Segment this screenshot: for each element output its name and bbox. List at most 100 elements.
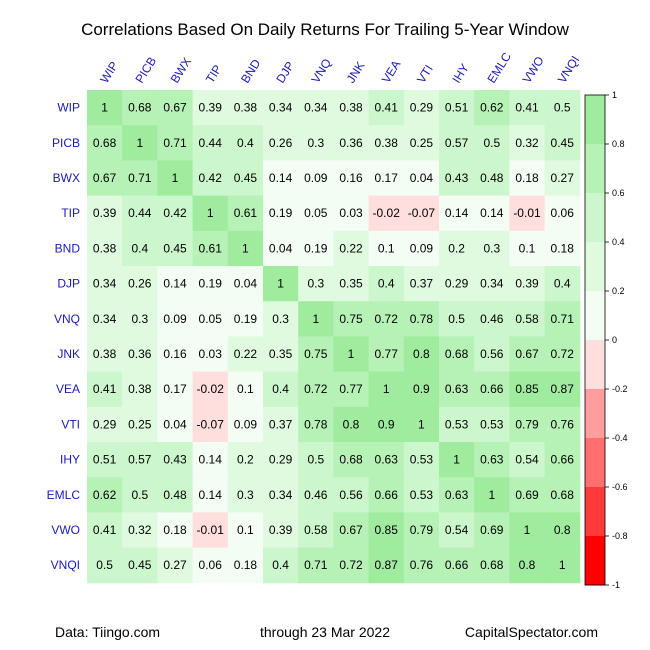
cell-value-label: 0.51 [445,101,469,115]
cell-value-label: 0.3 [307,277,324,291]
cell-value-label: 0.4 [237,136,254,150]
heatmap-cell [227,160,264,197]
heatmap-cell [333,442,370,478]
heatmap-cell [263,406,299,443]
heatmap-cell [192,160,229,197]
cell-value-label: 0.14 [163,277,187,291]
cell-value-label: 0.27 [163,558,187,572]
heatmap-cell [227,371,264,408]
cell-value-label: 0.27 [551,171,575,185]
cell-value-label: 0.17 [375,171,399,185]
row-label: BWX [53,171,80,185]
heatmap-cell [87,336,123,373]
heatmap-cell [439,477,475,513]
heatmap-cell [544,90,581,126]
cell-value-label: 0.1 [378,241,395,255]
column-label: VTI [414,62,436,85]
cell-value-label: -0.02 [373,206,401,220]
heatmap-cell [192,266,229,302]
heatmap-cell [403,406,440,443]
cell-value-label: 0.62 [93,488,117,502]
cell-value-label: 1 [383,382,390,396]
cell-value-label: 0.67 [163,101,187,115]
cell-value-label: 0.68 [339,453,363,467]
heatmap-cell [544,301,581,337]
cell-value-label: 0.71 [128,171,152,185]
cell-value-label: 0.3 [237,488,254,502]
heatmap-cell [474,477,510,513]
heatmap-cell [544,266,581,302]
heatmap-cell [157,477,194,513]
heatmap-cell [87,406,123,443]
heatmap-cell [157,406,194,443]
heatmap-cell [298,230,334,267]
cell-value-label: 0.18 [234,558,258,572]
heatmap-cell [227,547,264,584]
cell-value-label: 0.2 [448,241,465,255]
heatmap-cell [157,90,194,126]
heatmap-cell [403,442,440,478]
column-label: DJP [273,59,297,86]
footer-date: through 23 Mar 2022 [260,624,390,640]
heatmap-cell [122,477,158,513]
heatmap-cell [87,160,123,197]
row-label: EMLC [47,488,81,502]
cell-value-label: 0.14 [199,453,223,467]
heatmap-cell [122,336,158,373]
heatmap-cell [122,125,158,161]
heatmap-cell [122,547,158,584]
heatmap-cell [227,406,264,443]
colorbar-tick-label: 1 [612,90,617,100]
cell-value-label: 0.68 [445,347,469,361]
cell-value-label: 0.03 [339,206,363,220]
cell-value-label: 0.72 [339,558,363,572]
cell-value-label: 0.44 [199,136,223,150]
heatmap-cell [509,301,546,337]
cell-value-label: 0.32 [128,523,152,537]
cell-value-label: 0.63 [445,488,469,502]
cell-value-label: 0.75 [304,347,328,361]
cell-value-label: 0.66 [445,558,469,572]
heatmap-cell [368,90,405,126]
heatmap-cell [439,125,475,161]
cell-value-label: 0.14 [480,206,504,220]
colorbar-segment [585,340,605,390]
cell-value-label: 0.71 [163,136,187,150]
heatmap-cell [87,442,123,478]
heatmap-cell [157,442,194,478]
cell-value-label: 0.09 [163,312,187,326]
heatmap-cell [87,195,123,232]
cell-value-label: 1 [136,136,143,150]
cell-value-label: 0.03 [199,347,223,361]
cell-value-label: -0.02 [197,382,225,396]
cell-value-label: 0.26 [269,136,293,150]
colorbar-tick-label: -0.4 [612,433,628,443]
cell-value-label: 0.18 [551,241,575,255]
cell-value-label: 0.85 [515,382,539,396]
heatmap-cell [368,195,405,232]
heatmap-cell [122,371,158,408]
heatmap-cell [157,371,194,408]
chart-title: Correlations Based On Daily Returns For … [81,20,569,39]
row-label: WIP [57,101,80,115]
cell-value-label: 0.44 [128,206,152,220]
heatmap-cell [298,266,334,302]
cell-value-label: 0.5 [554,101,571,115]
cell-value-label: 0.25 [128,417,152,431]
colorbar-tick-label: -0.8 [612,531,628,541]
cell-value-label: 0.54 [515,453,539,467]
cell-value-label: 0.18 [163,523,187,537]
cell-value-label: 0.43 [445,171,469,185]
cell-value-label: 0.16 [163,347,187,361]
heatmap-cell [263,301,299,337]
heatmap-cell [192,125,229,161]
cell-value-label: 0.39 [199,101,223,115]
heatmap-cell [474,406,510,443]
cell-value-label: 0.45 [551,136,575,150]
heatmap-cell [157,547,194,584]
heatmap-cell [157,336,194,373]
cell-value-label: 0.19 [269,206,293,220]
cell-value-label: 0.72 [375,312,399,326]
cell-value-label: 0.75 [339,312,363,326]
cell-value-label: 0.48 [163,488,187,502]
